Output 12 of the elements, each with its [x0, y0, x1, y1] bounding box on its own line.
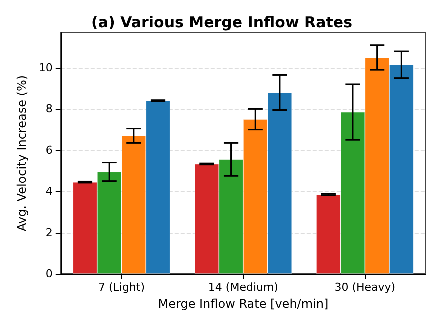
y-tick-label: 10 — [38, 62, 53, 75]
x-tick-label: 7 (Light) — [98, 281, 146, 294]
x-tick-label: 30 (Heavy) — [334, 281, 396, 294]
y-axis-title: Avg. Velocity Increase (%) — [15, 75, 29, 232]
y-tick-label: 6 — [46, 144, 53, 157]
y-tick-label: 4 — [46, 185, 53, 198]
x-tick-label: 14 (Medium) — [208, 281, 278, 294]
y-tick-label: 2 — [46, 226, 53, 240]
y-tick-label: 0 — [46, 268, 53, 280]
x-axis-title: Merge Inflow Rate [veh/min] — [158, 297, 329, 311]
chart-title: (a) Various Merge Inflow Rates — [92, 14, 353, 32]
y-tick-label: 8 — [46, 102, 53, 116]
